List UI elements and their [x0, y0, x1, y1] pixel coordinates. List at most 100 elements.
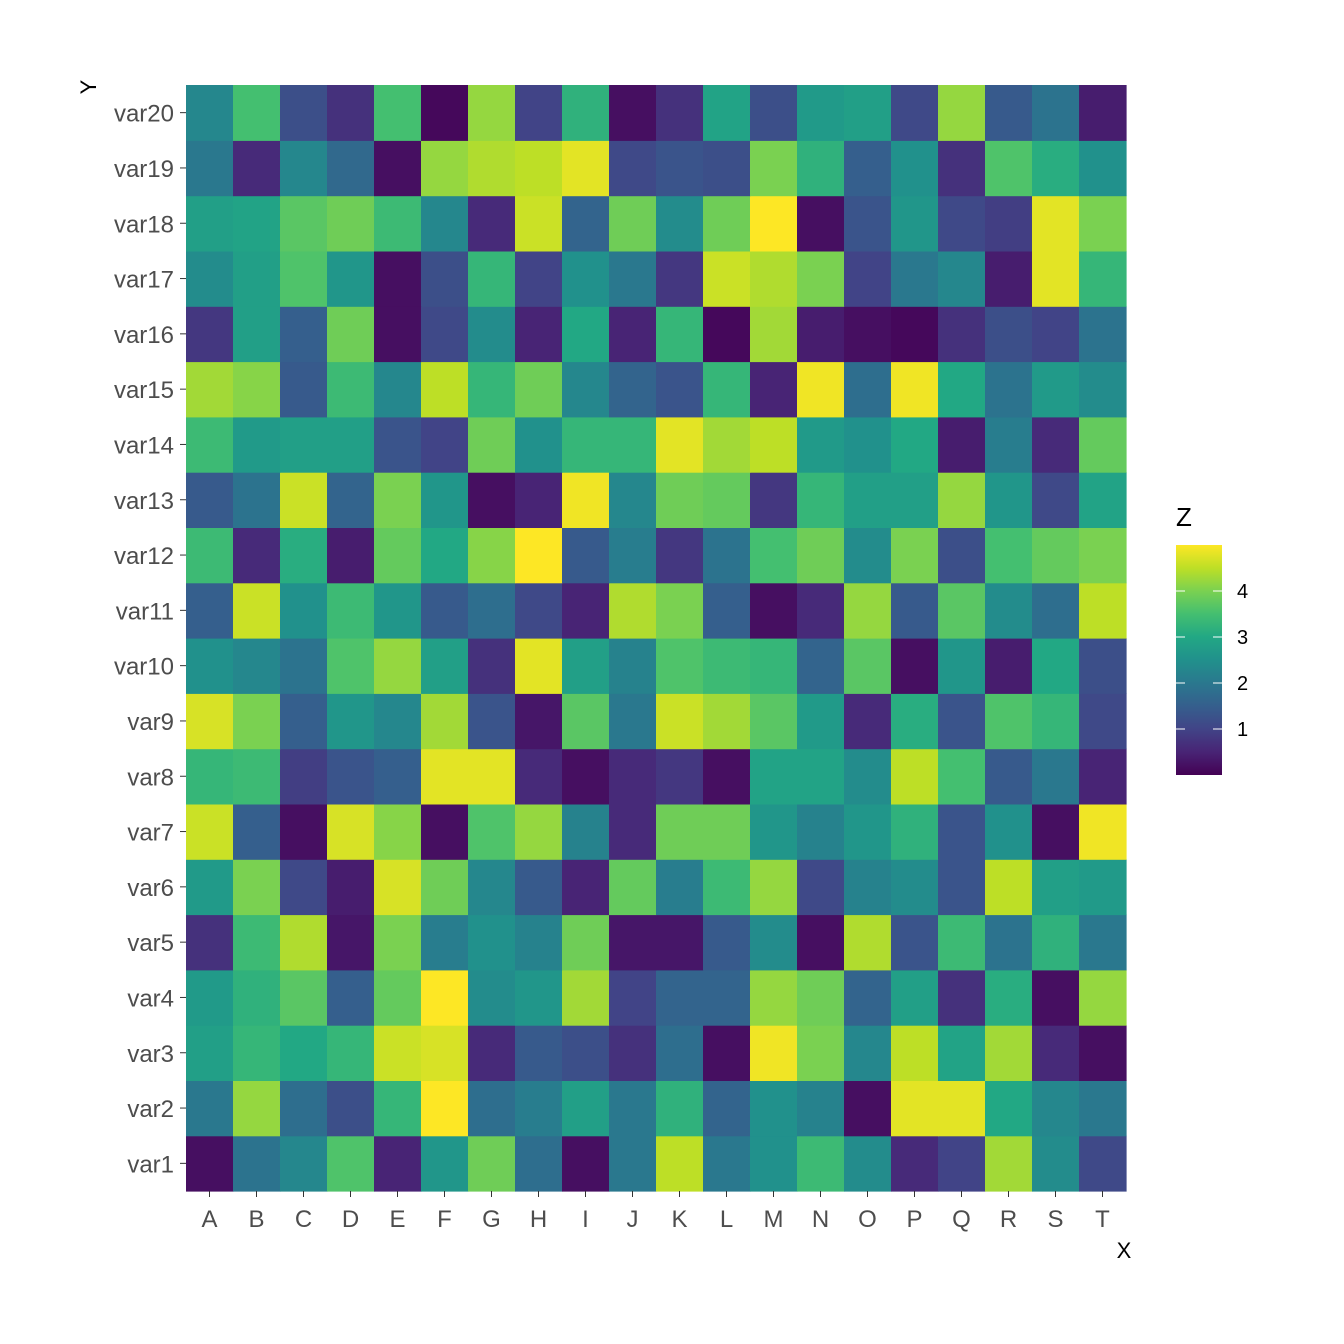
heatmap-cell-T-var1 — [1079, 1135, 1127, 1192]
legend-tick-label: 3 — [1237, 627, 1248, 649]
y-tick-label: var20 — [114, 101, 174, 128]
heatmap-cell-Q-var12 — [938, 527, 986, 584]
heatmap-cell-A-var20 — [186, 85, 234, 141]
heatmap-cell-N-var17 — [797, 250, 845, 307]
heatmap-cell-C-var16 — [280, 306, 328, 363]
heatmap-cell-C-var11 — [280, 582, 328, 639]
heatmap-cell-H-var11 — [515, 582, 563, 639]
heatmap-cell-M-var9 — [750, 693, 798, 750]
legend-title: Z — [1176, 502, 1192, 532]
heatmap-cell-P-var12 — [891, 527, 939, 584]
heatmap-cell-R-var4 — [985, 969, 1033, 1026]
heatmap-cell-I-var6 — [562, 859, 610, 916]
heatmap-cell-L-var16 — [703, 306, 751, 363]
heatmap-cell-N-var10 — [797, 638, 845, 694]
heatmap-cell-T-var7 — [1079, 803, 1127, 860]
heatmap-cell-C-var13 — [280, 472, 328, 528]
y-tick-label: var13 — [114, 488, 174, 515]
heatmap-cell-R-var2 — [985, 1080, 1033, 1137]
heatmap-cell-P-var6 — [891, 859, 939, 916]
heatmap-cell-H-var2 — [515, 1080, 563, 1137]
heatmap-cell-D-var8 — [327, 748, 375, 805]
heatmap-cell-P-var16 — [891, 306, 939, 363]
heatmap-cell-K-var4 — [656, 969, 704, 1026]
heatmap-cell-B-var7 — [233, 803, 281, 860]
heatmap-cell-I-var13 — [562, 472, 610, 528]
heatmap-cell-E-var5 — [374, 914, 422, 971]
heatmap-cell-N-var13 — [797, 472, 845, 528]
heatmap-cell-B-var5 — [233, 914, 281, 971]
heatmap-cell-G-var14 — [468, 416, 516, 473]
heatmap-cell-G-var8 — [468, 748, 516, 805]
y-tick-label: var3 — [127, 1041, 174, 1068]
heatmap-cell-K-var13 — [656, 472, 704, 528]
heatmap-cell-P-var11 — [891, 582, 939, 639]
heatmap-cell-Q-var13 — [938, 472, 986, 528]
heatmap-cell-K-var14 — [656, 416, 704, 473]
heatmap-cell-O-var4 — [844, 969, 892, 1026]
heatmap-cell-F-var2 — [421, 1080, 469, 1137]
x-axis: A B C D E F G H I J K L M N O P Q R S T — [201, 1191, 1110, 1233]
heatmap-cell-C-var19 — [280, 140, 328, 197]
heatmap-cell-H-var1 — [515, 1135, 563, 1192]
heatmap-cell-A-var11 — [186, 582, 234, 639]
heatmap-cell-B-var10 — [233, 638, 281, 694]
heatmap-cell-H-var19 — [515, 140, 563, 197]
heatmap-cell-K-var8 — [656, 748, 704, 805]
heatmap-cell-T-var20 — [1079, 85, 1127, 141]
heatmap-cell-D-var11 — [327, 582, 375, 639]
y-tick-label: var18 — [114, 211, 174, 238]
heatmap-cell-M-var18 — [750, 195, 798, 252]
heatmap-cell-A-var16 — [186, 306, 234, 363]
heatmap-cell-J-var8 — [609, 748, 657, 805]
heatmap-cell-Q-var11 — [938, 582, 986, 639]
heatmap-cell-S-var9 — [1032, 693, 1080, 750]
heatmap-cell-D-var12 — [327, 527, 375, 584]
legend-tick-label: 2 — [1237, 673, 1248, 695]
y-tick-label: var6 — [127, 875, 174, 902]
heatmap-cell-M-var14 — [750, 416, 798, 473]
heatmap-cell-E-var15 — [374, 361, 422, 418]
heatmap-cell-B-var13 — [233, 472, 281, 528]
heatmap-cell-L-var15 — [703, 361, 751, 418]
heatmap-cell-E-var7 — [374, 803, 422, 860]
heatmap-cell-H-var16 — [515, 306, 563, 363]
y-tick-label: var1 — [127, 1151, 174, 1178]
x-tick-label: H — [530, 1206, 547, 1233]
heatmap-cell-M-var17 — [750, 250, 798, 307]
x-tick-label: L — [720, 1206, 733, 1233]
x-tick-label: M — [764, 1206, 784, 1233]
y-axis-title: Y — [76, 79, 101, 94]
heatmap-cell-S-var5 — [1032, 914, 1080, 971]
heatmap-cell-S-var14 — [1032, 416, 1080, 473]
heatmap-cell-F-var4 — [421, 969, 469, 1026]
heatmap-cell-T-var4 — [1079, 969, 1127, 1026]
heatmap-cell-R-var8 — [985, 748, 1033, 805]
heatmap-cell-H-var13 — [515, 472, 563, 528]
heatmap-cell-J-var7 — [609, 803, 657, 860]
heatmap-cell-B-var12 — [233, 527, 281, 584]
heatmap-cell-D-var6 — [327, 859, 375, 916]
heatmap-cell-J-var12 — [609, 527, 657, 584]
heatmap-cell-E-var1 — [374, 1135, 422, 1192]
heatmap-cell-Q-var16 — [938, 306, 986, 363]
heatmap-cell-C-var5 — [280, 914, 328, 971]
heatmap-cell-I-var16 — [562, 306, 610, 363]
heatmap-cell-J-var9 — [609, 693, 657, 750]
x-tick-label: I — [582, 1206, 589, 1233]
heatmap-cell-E-var19 — [374, 140, 422, 197]
heatmap-cell-S-var10 — [1032, 638, 1080, 694]
heatmap-cell-H-var6 — [515, 859, 563, 916]
heatmap-cell-R-var1 — [985, 1135, 1033, 1192]
heatmap-cell-E-var6 — [374, 859, 422, 916]
heatmap-cell-Q-var7 — [938, 803, 986, 860]
heatmap-cell-S-var7 — [1032, 803, 1080, 860]
heatmap-cell-Q-var17 — [938, 250, 986, 307]
heatmap-cell-A-var17 — [186, 250, 234, 307]
heatmap-cell-H-var4 — [515, 969, 563, 1026]
heatmap-cell-N-var16 — [797, 306, 845, 363]
heatmap-cell-C-var7 — [280, 803, 328, 860]
heatmap-cell-T-var15 — [1079, 361, 1127, 418]
heatmap-cell-M-var19 — [750, 140, 798, 197]
heatmap-cell-R-var7 — [985, 803, 1033, 860]
